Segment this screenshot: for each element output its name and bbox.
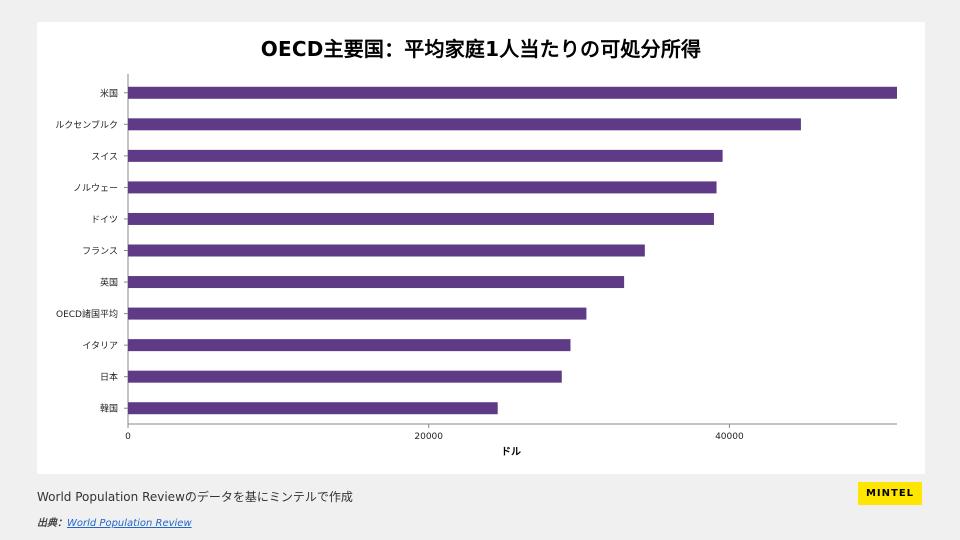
category-label: 韓国	[100, 404, 118, 415]
bar-5	[128, 244, 645, 257]
x-axis-title: ドル	[501, 446, 521, 458]
category-label: OECD諸国平均	[56, 308, 118, 320]
bar-10	[128, 402, 498, 415]
mintel-logo: MINTEL	[858, 482, 922, 505]
category-label: ノルウェー	[73, 183, 118, 194]
source-link[interactable]: World Population Review	[67, 518, 192, 529]
bar-7	[128, 307, 587, 320]
category-label: ドイツ	[91, 215, 118, 225]
category-label: 英国	[100, 277, 118, 289]
x-tick-label: 40000	[715, 432, 744, 442]
bar-9	[128, 370, 562, 383]
source-line: 出典：World Population Review	[37, 514, 192, 529]
bar-2	[128, 149, 723, 162]
chart-panel: OECD主要国：平均家庭1人当たりの可処分所得 米国ルクセンブルクスイスノルウェ…	[37, 22, 925, 474]
category-label: 米国	[100, 87, 118, 99]
chart-title: OECD主要国：平均家庭1人当たりの可処分所得	[260, 37, 702, 61]
category-label: イタリア	[82, 341, 118, 352]
x-tick-label: 20000	[414, 432, 443, 442]
bar-1	[128, 118, 801, 131]
category-label: 日本	[100, 371, 118, 383]
category-label: フランス	[82, 246, 118, 257]
bar-8	[128, 339, 571, 352]
x-tick-label: 0	[125, 432, 131, 442]
bar-6	[128, 276, 625, 289]
source-label: 出典：	[37, 518, 67, 529]
category-label: スイス	[91, 152, 118, 162]
bar-3	[128, 181, 717, 194]
bar-0	[128, 86, 897, 99]
category-label: ルクセンブルク	[55, 119, 118, 131]
bar-4	[128, 212, 714, 225]
data-caption: World Population Reviewのデータを基にミンテルで作成	[37, 490, 353, 504]
